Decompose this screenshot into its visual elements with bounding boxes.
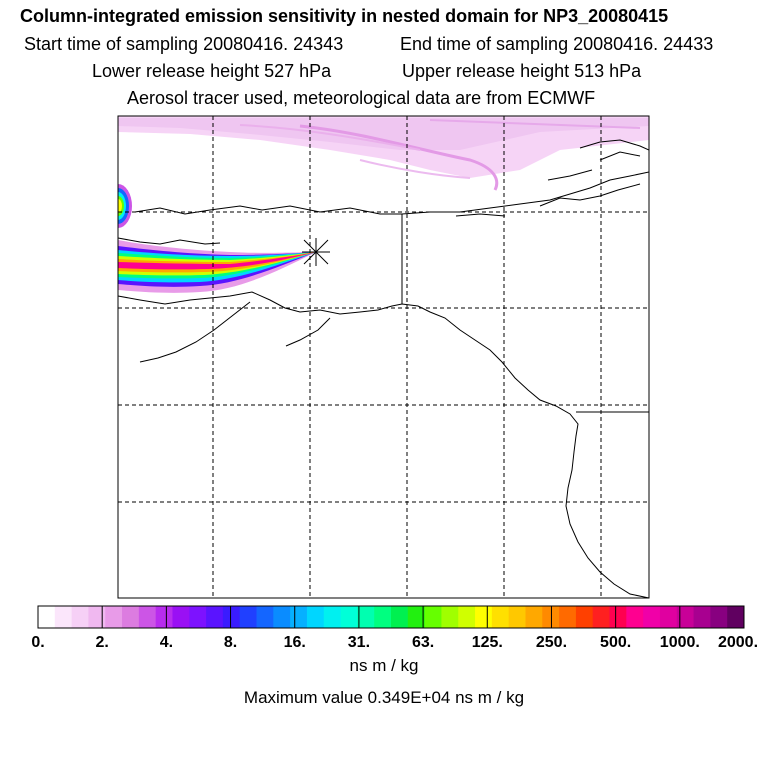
colorbar-tick-label: 0.	[31, 634, 45, 651]
colorbar-cell	[105, 606, 123, 628]
colorbar-tick-label: 250.	[535, 634, 568, 651]
colorbar-cell	[559, 606, 577, 628]
colorbar-cell	[54, 606, 73, 628]
colorbar-tick-label: 16.	[283, 634, 306, 651]
graticule	[118, 116, 649, 598]
colorbar-cell	[508, 606, 526, 628]
colorbar-cell	[222, 606, 241, 628]
colorbar-frame	[37, 605, 745, 629]
sensitivity-band-north	[118, 116, 649, 191]
colorbar-cell	[239, 606, 258, 628]
colorbar-tick-label: 63.	[411, 634, 435, 651]
map-frame	[117, 115, 650, 599]
colorbar-cell	[458, 606, 476, 628]
colorbar-cell	[710, 606, 728, 628]
figure-title: Column-integrated emission sensitivity i…	[20, 6, 669, 26]
colorbar-cell	[441, 606, 459, 628]
colorbar-cell	[491, 606, 510, 628]
upper-release-label: Upper release height 513 hPa	[402, 61, 642, 81]
colorbar-cell	[659, 606, 678, 628]
plume-west-upper	[118, 184, 132, 228]
colorbar-cell	[273, 606, 291, 628]
colorbar-cell	[306, 606, 325, 628]
colorbar-tick-label: 1000.	[659, 634, 700, 651]
colorbar-cell	[88, 606, 106, 628]
colorbar-cell	[290, 606, 308, 628]
colorbar-cell	[575, 606, 594, 628]
coastlines	[118, 139, 649, 598]
colorbar-cell	[172, 606, 190, 628]
colorbar-cell	[542, 606, 560, 628]
colorbar-cell	[122, 606, 140, 628]
colorbar-cell	[525, 606, 543, 628]
colorbar-cell	[676, 606, 695, 628]
start-time-label: Start time of sampling 20080416. 24343	[24, 34, 344, 54]
colorbar-cell	[138, 606, 157, 628]
colorbar-cell	[71, 606, 89, 628]
colorbar-tick-label: 2000.	[717, 634, 759, 651]
maximum-value-line: Maximum value 0.349E+04 ns m / kg	[243, 688, 525, 707]
colorbar-cell	[374, 606, 392, 628]
colorbar-tick-label: 31.	[347, 634, 371, 651]
colorbar-cell	[643, 606, 661, 628]
colorbar-cell	[391, 606, 409, 628]
colorbar-cell	[206, 606, 224, 628]
colorbar-tick-label: 2.	[95, 634, 109, 651]
colorbar-cell	[424, 606, 442, 628]
colorbar-cell	[155, 606, 173, 628]
colorbar-cell	[592, 606, 611, 628]
colorbar-cell	[609, 606, 627, 628]
emission-sensitivity-map	[117, 115, 650, 599]
lower-release-label: Lower release height 527 hPa	[92, 61, 332, 81]
end-time-label: End time of sampling 20080416. 24433	[400, 34, 714, 54]
colorbar-tick-label: 125.	[471, 634, 503, 651]
colorbar-cell	[38, 606, 56, 628]
colorbar-cell	[189, 606, 207, 628]
colorbar-cell	[693, 606, 711, 628]
colorbar-cell	[475, 606, 493, 628]
colorbar-tick-label: 500.	[600, 634, 632, 651]
colorbar-cell	[407, 606, 426, 628]
tracer-info-line: Aerosol tracer used, meteorological data…	[127, 88, 596, 108]
colorbar-cell	[256, 606, 274, 628]
colorbar-cell	[323, 606, 342, 628]
x-star-icon	[302, 238, 330, 266]
colorbar-cell	[357, 606, 375, 628]
plume-main	[118, 240, 316, 293]
colorbar-cell	[340, 606, 358, 628]
colorbar-tick-label: 4.	[159, 634, 174, 651]
colorbar-tick-label: 8.	[223, 634, 238, 651]
colorbar-cell	[626, 606, 644, 628]
colorbar-cell	[727, 606, 745, 628]
colorbar-units: ns m / kg	[349, 656, 419, 675]
colorbar	[37, 605, 745, 629]
